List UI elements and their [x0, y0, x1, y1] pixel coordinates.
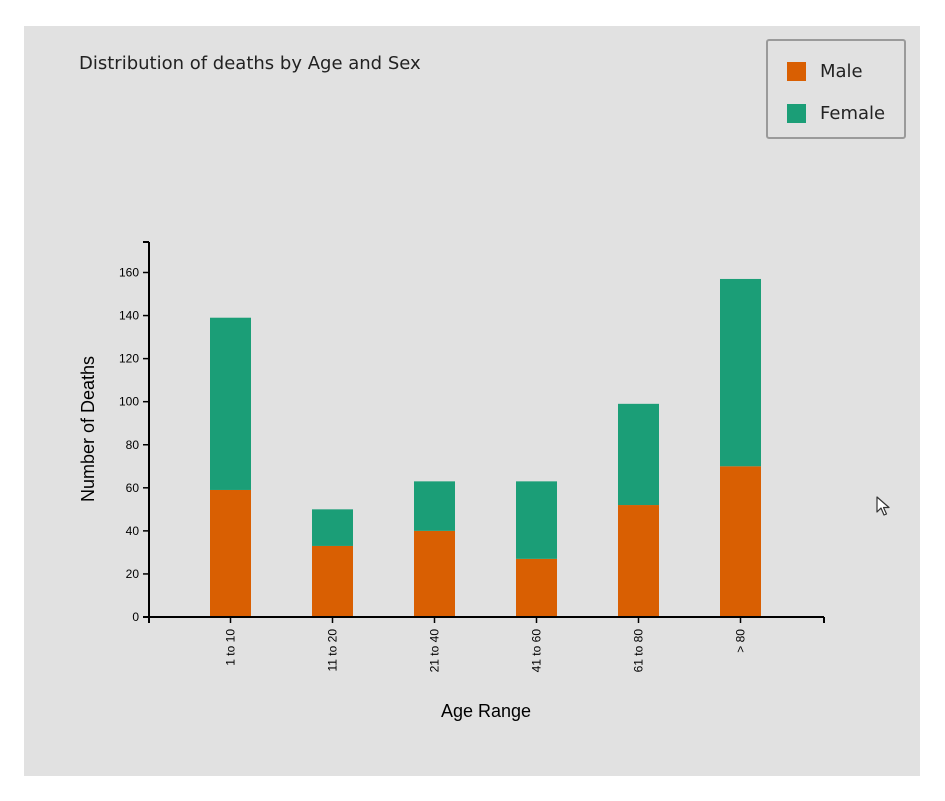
bar-male-4: [618, 505, 659, 617]
bar-male-1: [312, 545, 353, 617]
chart-title: Distribution of deaths by Age and Sex: [79, 53, 421, 74]
y-tick-label-20: 20: [126, 567, 140, 581]
y-tick-label-60: 60: [126, 481, 140, 495]
y-tick-label-40: 40: [126, 524, 140, 538]
bar-female-0: [210, 317, 251, 490]
bar-female-4: [618, 403, 659, 506]
bar-female-3: [516, 481, 557, 559]
x-tick-label-5: > 80: [734, 629, 748, 653]
mouse-cursor-icon: [876, 496, 890, 516]
bar-female-5: [720, 278, 761, 467]
bar-male-0: [210, 489, 251, 617]
legend: Male Female: [766, 39, 906, 139]
bar-female-2: [414, 481, 455, 531]
y-tick-label-140: 140: [119, 309, 139, 323]
legend-swatch-male: [787, 62, 806, 81]
bar-female-1: [312, 509, 353, 546]
y-tick-label-120: 120: [119, 352, 139, 366]
legend-label-female: Female: [820, 103, 886, 124]
y-tick-label-160: 160: [119, 266, 139, 280]
x-tick-label-4: 61 to 80: [632, 629, 646, 673]
legend-label-male: Male: [820, 61, 863, 82]
y-axis-title: Number of Deaths: [78, 356, 98, 502]
x-tick-label-3: 41 to 60: [530, 629, 544, 673]
y-tick-label-80: 80: [126, 438, 140, 452]
bar-male-2: [414, 530, 455, 617]
legend-swatch-female: [787, 104, 806, 123]
legend-item-male: Male: [787, 61, 863, 82]
legend-item-female: Female: [787, 103, 885, 124]
chart-panel: Distribution of deaths by Age and Sex Ma…: [24, 26, 920, 776]
y-tick-label-100: 100: [119, 395, 139, 409]
bar-male-5: [720, 466, 761, 617]
y-tick-label-0: 0: [132, 610, 139, 624]
bar-male-3: [516, 558, 557, 617]
x-tick-label-0: 1 to 10: [224, 629, 238, 666]
x-tick-label-2: 21 to 40: [428, 629, 442, 673]
x-axis-title: Age Range: [441, 701, 531, 721]
x-tick-label-1: 11 to 20: [326, 629, 340, 672]
chart-svg: 0 20 40 60 80 100 120 140 160 1 to 10 11 to 20 21 t…: [78, 241, 825, 721]
